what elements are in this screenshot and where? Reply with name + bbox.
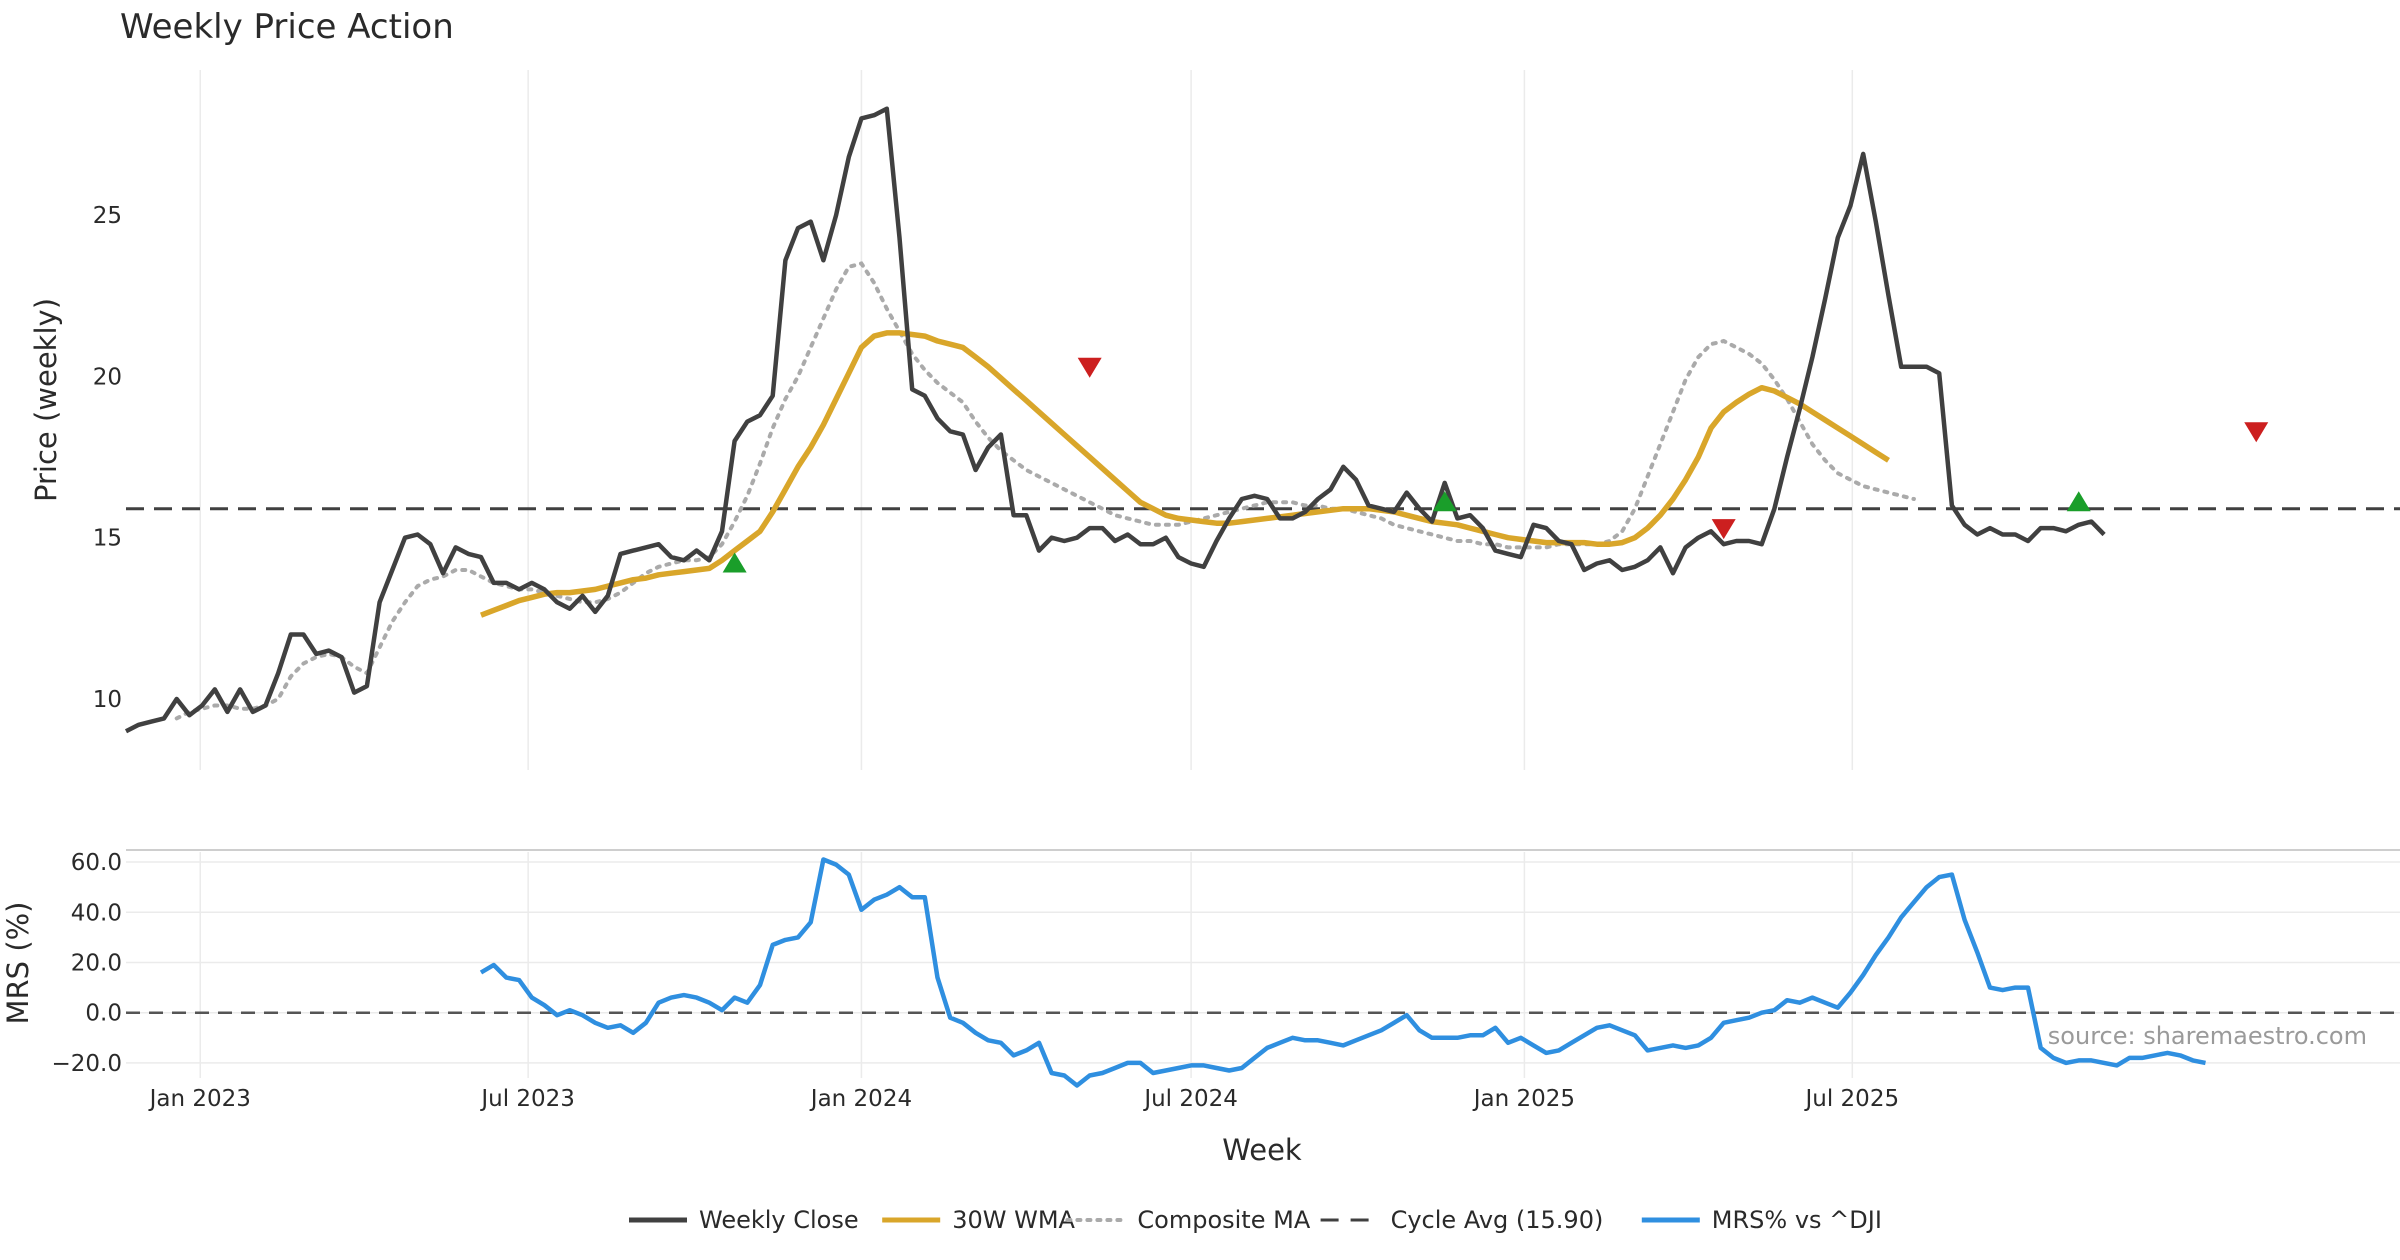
legend-label: MRS% vs ^DJI	[1712, 1206, 1882, 1234]
mrs-y-tick-labels: 60.0 40.0 20.0 0.0 −20.0	[52, 850, 122, 1077]
price-panel-gridlines	[199, 70, 1854, 770]
x-tick-label: Jan 2025	[1472, 1086, 1575, 1112]
composite-ma-line	[174, 261, 1916, 721]
mrs-series-layer	[126, 857, 2400, 1088]
price-y-tick-label: 15	[93, 526, 122, 552]
legend-label: Cycle Avg (15.90)	[1391, 1206, 1604, 1234]
price-y-axis-title: Price (weekly)	[29, 298, 63, 502]
sell-signal-marker	[1711, 519, 1736, 540]
price-y-tick-label: 10	[93, 687, 122, 713]
signal-markers-layer	[722, 357, 2269, 573]
mrs-panel-gridlines	[126, 852, 2400, 1078]
price-y-tick-label: 20	[93, 364, 122, 390]
mrs-y-axis-title: MRS (%)	[1, 902, 35, 1025]
weekly-close-line	[124, 106, 2106, 734]
mrs-y-tick-label: 60.0	[71, 850, 122, 876]
x-axis-title: Week	[1222, 1133, 1302, 1167]
x-tick-label: Jul 2024	[1142, 1086, 1238, 1112]
x-tick-label: Jul 2025	[1803, 1086, 1899, 1112]
wma-30w-line	[480, 330, 1890, 618]
sell-signal-marker	[2244, 422, 2269, 443]
buy-signal-marker	[722, 552, 747, 573]
legend: Weekly Close 30W WMA Composite MA Cycle Avg…	[629, 1206, 1882, 1234]
buy-signal-marker	[2066, 491, 2091, 512]
price-y-tick-labels: 10 15 20 25	[93, 203, 122, 713]
price-y-tick-label: 25	[93, 203, 122, 229]
mrs-line	[479, 857, 2206, 1088]
x-tick-label: Jan 2024	[809, 1086, 912, 1112]
price-series-layer	[124, 106, 2400, 734]
mrs-y-tick-label: 0.0	[85, 1001, 122, 1027]
legend-label: 30W WMA	[952, 1206, 1075, 1234]
source-note: source: sharemaestro.com	[2048, 1022, 2367, 1050]
legend-label: Weekly Close	[699, 1206, 859, 1234]
mrs-y-tick-label: 20.0	[71, 950, 122, 976]
chart-title: Weekly Price Action	[120, 7, 454, 47]
mrs-y-tick-label: 40.0	[71, 900, 122, 926]
x-tick-labels: Jan 2023 Jul 2023 Jan 2024 Jul 2024 Jan 2025…	[148, 1086, 1899, 1112]
x-tick-label: Jul 2023	[479, 1086, 575, 1112]
x-tick-label: Jan 2023	[148, 1086, 251, 1112]
mrs-y-tick-label: −20.0	[52, 1051, 122, 1077]
legend-label: Composite MA	[1137, 1206, 1310, 1234]
buy-signal-marker	[1432, 491, 1457, 512]
sell-signal-marker	[1077, 357, 1102, 378]
